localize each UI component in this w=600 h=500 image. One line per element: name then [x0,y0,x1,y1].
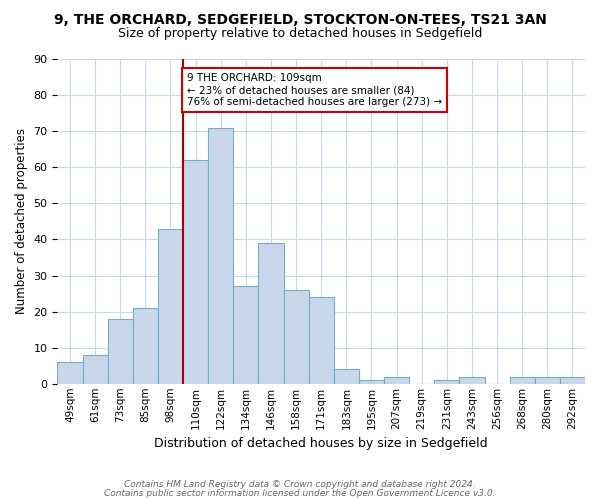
Bar [183,160,208,384]
Bar [359,380,384,384]
Bar [133,308,158,384]
Text: 9 THE ORCHARD: 109sqm
← 23% of detached houses are smaller (84)
76% of semi-deta: 9 THE ORCHARD: 109sqm ← 23% of detached … [187,74,442,106]
Bar [284,290,308,384]
Bar [535,376,560,384]
Bar [334,370,359,384]
Bar [384,376,409,384]
Bar [233,286,259,384]
Bar [58,362,83,384]
Bar [460,376,485,384]
Bar [434,380,460,384]
Text: Size of property relative to detached houses in Sedgefield: Size of property relative to detached ho… [118,28,482,40]
Bar [308,297,334,384]
Bar [83,355,107,384]
Bar [107,319,133,384]
Bar [560,376,585,384]
Bar [259,243,284,384]
Text: 9, THE ORCHARD, SEDGEFIELD, STOCKTON-ON-TEES, TS21 3AN: 9, THE ORCHARD, SEDGEFIELD, STOCKTON-ON-… [53,12,547,26]
Bar [208,128,233,384]
Bar [158,228,183,384]
Y-axis label: Number of detached properties: Number of detached properties [15,128,28,314]
Text: Contains public sector information licensed under the Open Government Licence v3: Contains public sector information licen… [104,489,496,498]
Text: Contains HM Land Registry data © Crown copyright and database right 2024.: Contains HM Land Registry data © Crown c… [124,480,476,489]
X-axis label: Distribution of detached houses by size in Sedgefield: Distribution of detached houses by size … [154,437,488,450]
Bar [509,376,535,384]
